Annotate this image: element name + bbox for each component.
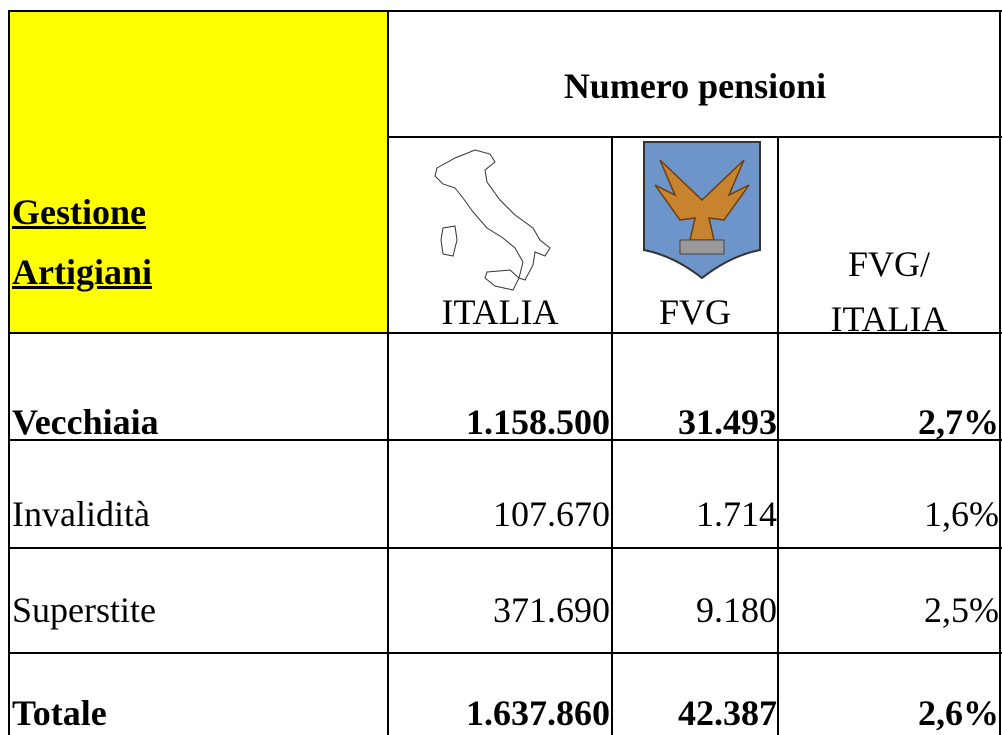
border (999, 10, 1001, 735)
cell-value: 1.158.500 (466, 402, 610, 442)
border (8, 547, 1002, 549)
cell-value: 1.637.860 (466, 693, 610, 733)
row-label: Totale (12, 693, 107, 733)
cell-value: 107.670 (493, 494, 610, 534)
column-header: ITALIA (441, 292, 559, 332)
corner-cell (8, 10, 388, 333)
corner-label: Gestione Artigiani (12, 192, 152, 292)
border (8, 332, 1002, 334)
cell-value: 2,7% (918, 402, 999, 442)
group-header: Numero pensioni (563, 66, 827, 106)
row-label: Superstite (12, 590, 156, 630)
cell-value: 1.714 (696, 494, 777, 534)
border (777, 137, 779, 735)
row-label: Vecchiaia (12, 402, 159, 442)
border (611, 137, 613, 735)
cell-value: 1,6% (924, 494, 999, 534)
cell-value: 42.387 (678, 693, 777, 733)
border (388, 136, 1002, 138)
cell-value: 2,5% (924, 590, 999, 630)
border (387, 10, 389, 735)
cell-value: 2,6% (918, 693, 999, 733)
cell-value: 371.690 (493, 590, 610, 630)
column-header: FVG (658, 292, 732, 332)
cell-value: 31.493 (678, 402, 777, 442)
border (8, 10, 1002, 12)
border (8, 439, 1002, 441)
border (8, 10, 10, 735)
row-label: Invalidità (12, 494, 150, 534)
fvg-coat-of-arms (643, 141, 761, 280)
border (8, 652, 1002, 654)
italy-map (434, 149, 551, 291)
column-header: FVG/ ITALIA (830, 244, 948, 339)
cell-value: 9.180 (696, 590, 777, 630)
